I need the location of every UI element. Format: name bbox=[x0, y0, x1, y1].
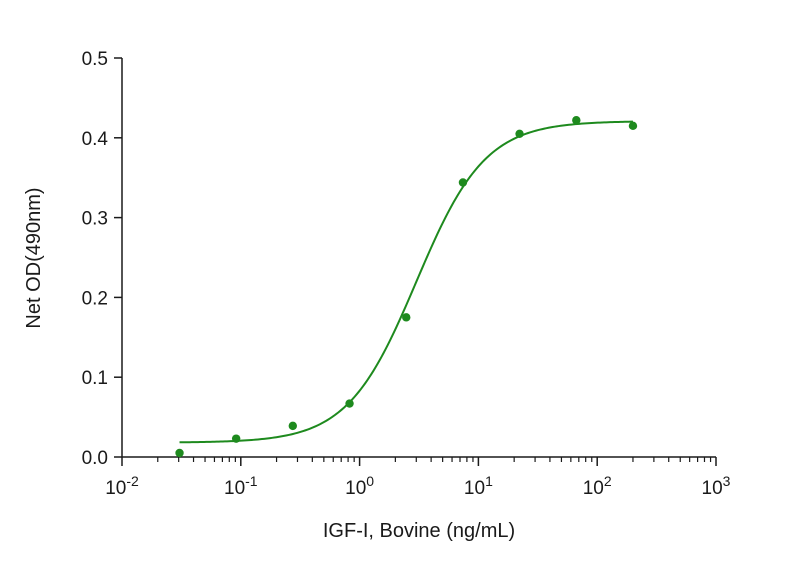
y-axis-title: Net OD(490nm) bbox=[23, 187, 45, 328]
fit-curve bbox=[179, 120, 633, 444]
data-point bbox=[628, 121, 638, 131]
data-point bbox=[288, 421, 298, 431]
x-tick-label: 102 bbox=[583, 473, 612, 499]
data-point bbox=[175, 448, 184, 458]
data-points-layer bbox=[175, 116, 638, 458]
y-tick-label: 0.3 bbox=[82, 209, 108, 230]
x-tick-label: 103 bbox=[702, 473, 731, 499]
data-point bbox=[231, 434, 241, 443]
fit-curve-layer bbox=[179, 120, 633, 444]
axes: 0.0 0.1 0.2 0.3 0.4 0.5 10-2 10-1 100 101 102 103 bbox=[82, 49, 731, 499]
x-tick-label: 10-1 bbox=[224, 473, 258, 499]
x-tick-label: 101 bbox=[464, 473, 493, 499]
y-tick-label: 0.4 bbox=[82, 129, 109, 150]
y-tick-label: 0.2 bbox=[82, 288, 108, 309]
x-tick-label: 100 bbox=[345, 473, 374, 499]
x-axis-title: IGF-I, Bovine (ng/mL) bbox=[323, 520, 515, 542]
y-tick-label: 0.5 bbox=[82, 49, 108, 70]
data-point bbox=[572, 116, 581, 125]
data-point bbox=[458, 178, 468, 187]
data-point bbox=[515, 129, 524, 139]
x-tick-label: 10-2 bbox=[105, 473, 139, 499]
data-point bbox=[345, 399, 354, 408]
data-point bbox=[402, 313, 411, 322]
y-tick-label: 0.0 bbox=[82, 448, 108, 469]
y-tick-label: 0.1 bbox=[82, 368, 108, 389]
